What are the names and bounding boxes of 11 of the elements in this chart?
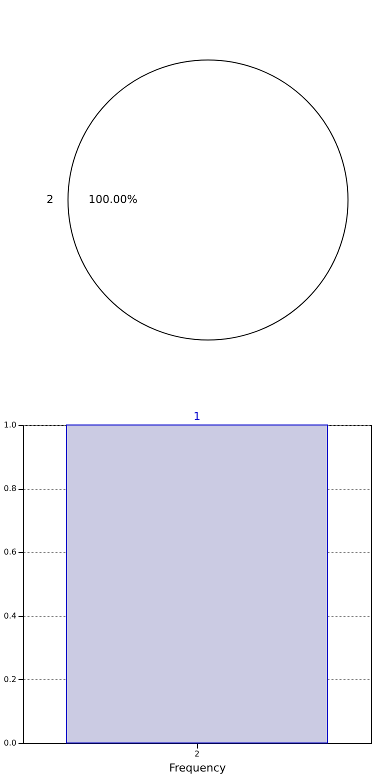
y-tick-label: 1.0 bbox=[4, 420, 16, 430]
slice-label: 2 bbox=[46, 193, 54, 206]
x-axis-title: Frequency bbox=[169, 762, 226, 774]
y-tick-label: 0.2 bbox=[4, 674, 16, 684]
data-label: 1 bbox=[194, 410, 200, 423]
y-tick-label: 0.0 bbox=[4, 738, 16, 748]
y-tick-label: 0.4 bbox=[4, 611, 16, 620]
y-tick-label: 0.6 bbox=[4, 548, 16, 557]
data-label: 100.00% bbox=[88, 193, 138, 206]
legend-label: 2 bbox=[194, 750, 200, 758]
y-tick-label: 0.8 bbox=[4, 484, 16, 494]
